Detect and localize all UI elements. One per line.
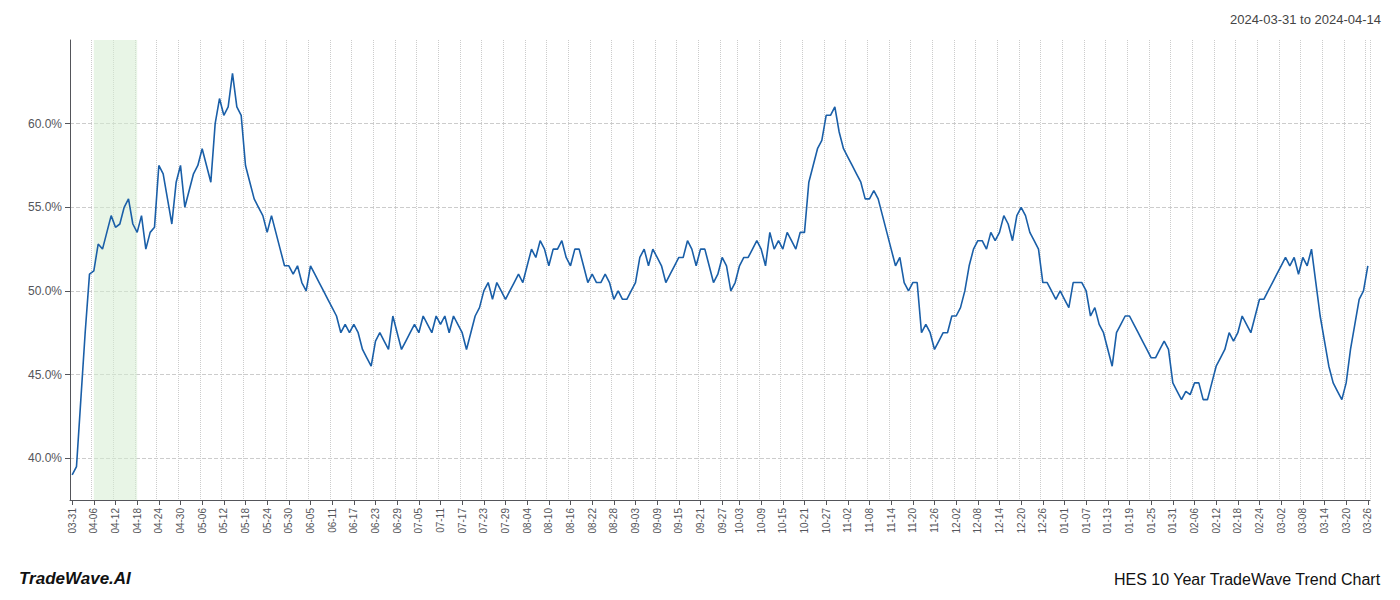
svg-text:12-14: 12-14 xyxy=(994,508,1005,534)
svg-text:60.0%: 60.0% xyxy=(28,117,62,131)
svg-text:07-05: 07-05 xyxy=(413,508,424,534)
svg-text:03-20: 03-20 xyxy=(1341,508,1352,534)
svg-text:45.0%: 45.0% xyxy=(28,368,62,382)
svg-text:08-28: 08-28 xyxy=(608,508,619,534)
svg-text:10-15: 10-15 xyxy=(777,508,788,534)
svg-text:05-30: 05-30 xyxy=(283,508,294,534)
svg-text:04-06: 04-06 xyxy=(88,508,99,534)
svg-text:07-23: 07-23 xyxy=(478,508,489,534)
svg-text:02-24: 02-24 xyxy=(1254,508,1265,534)
svg-text:01-25: 01-25 xyxy=(1146,508,1157,534)
svg-text:03-02: 03-02 xyxy=(1276,508,1287,534)
svg-text:55.0%: 55.0% xyxy=(28,200,62,214)
svg-text:01-31: 01-31 xyxy=(1167,508,1178,534)
svg-text:03-31: 03-31 xyxy=(67,508,78,534)
svg-text:12-26: 12-26 xyxy=(1037,508,1048,534)
svg-text:09-27: 09-27 xyxy=(717,508,728,534)
svg-text:06-17: 06-17 xyxy=(348,508,359,534)
svg-text:11-20: 11-20 xyxy=(907,508,918,533)
svg-text:12-02: 12-02 xyxy=(951,508,962,534)
svg-text:01-19: 01-19 xyxy=(1124,508,1135,534)
svg-text:01-07: 01-07 xyxy=(1081,508,1092,534)
svg-text:10-21: 10-21 xyxy=(799,508,810,534)
svg-text:11-14: 11-14 xyxy=(886,508,897,533)
svg-text:06-23: 06-23 xyxy=(370,508,381,534)
svg-text:05-24: 05-24 xyxy=(262,508,273,534)
svg-text:11-02: 11-02 xyxy=(842,508,853,533)
svg-text:10-03: 10-03 xyxy=(734,508,745,534)
svg-text:10-27: 10-27 xyxy=(821,508,832,534)
svg-text:01-01: 01-01 xyxy=(1059,508,1070,534)
svg-text:08-10: 08-10 xyxy=(543,508,554,534)
svg-text:12-08: 12-08 xyxy=(972,508,983,534)
svg-text:05-12: 05-12 xyxy=(218,508,229,534)
svg-text:03-14: 03-14 xyxy=(1319,508,1330,534)
svg-text:12-20: 12-20 xyxy=(1016,508,1027,534)
svg-text:11-08: 11-08 xyxy=(864,508,875,533)
svg-text:02-18: 02-18 xyxy=(1232,508,1243,534)
svg-text:01-13: 01-13 xyxy=(1102,508,1113,534)
svg-text:09-09: 09-09 xyxy=(652,508,663,534)
svg-text:08-22: 08-22 xyxy=(587,508,598,534)
svg-text:07-29: 07-29 xyxy=(500,508,511,534)
svg-text:07-17: 07-17 xyxy=(457,508,468,534)
svg-text:06-11: 06-11 xyxy=(327,508,338,533)
svg-text:07-11: 07-11 xyxy=(435,508,446,533)
svg-text:06-05: 06-05 xyxy=(305,508,316,534)
svg-text:06-29: 06-29 xyxy=(392,508,403,534)
svg-text:03-26: 03-26 xyxy=(1362,508,1373,534)
svg-text:09-03: 09-03 xyxy=(630,508,641,534)
svg-text:11-26: 11-26 xyxy=(929,508,940,533)
svg-text:2024-03-31 to 2024-04-14: 2024-03-31 to 2024-04-14 xyxy=(1230,12,1381,27)
svg-text:04-30: 04-30 xyxy=(175,508,186,534)
svg-text:04-18: 04-18 xyxy=(132,508,143,534)
svg-text:02-06: 02-06 xyxy=(1189,508,1200,534)
svg-text:10-09: 10-09 xyxy=(756,508,767,534)
svg-text:08-04: 08-04 xyxy=(522,508,533,534)
svg-text:50.0%: 50.0% xyxy=(28,284,62,298)
svg-text:HES 10 Year TradeWave Trend Ch: HES 10 Year TradeWave Trend Chart xyxy=(1114,571,1381,588)
svg-text:09-21: 09-21 xyxy=(695,508,706,534)
svg-text:02-12: 02-12 xyxy=(1211,508,1222,534)
svg-text:05-06: 05-06 xyxy=(197,508,208,534)
svg-text:03-08: 03-08 xyxy=(1297,508,1308,534)
svg-text:40.0%: 40.0% xyxy=(28,451,62,465)
svg-text:04-12: 04-12 xyxy=(110,508,121,534)
svg-text:TradeWave.AI: TradeWave.AI xyxy=(19,569,132,588)
svg-text:09-15: 09-15 xyxy=(673,508,684,534)
svg-text:08-16: 08-16 xyxy=(565,508,576,534)
svg-text:04-24: 04-24 xyxy=(153,508,164,534)
svg-text:05-18: 05-18 xyxy=(240,508,251,534)
